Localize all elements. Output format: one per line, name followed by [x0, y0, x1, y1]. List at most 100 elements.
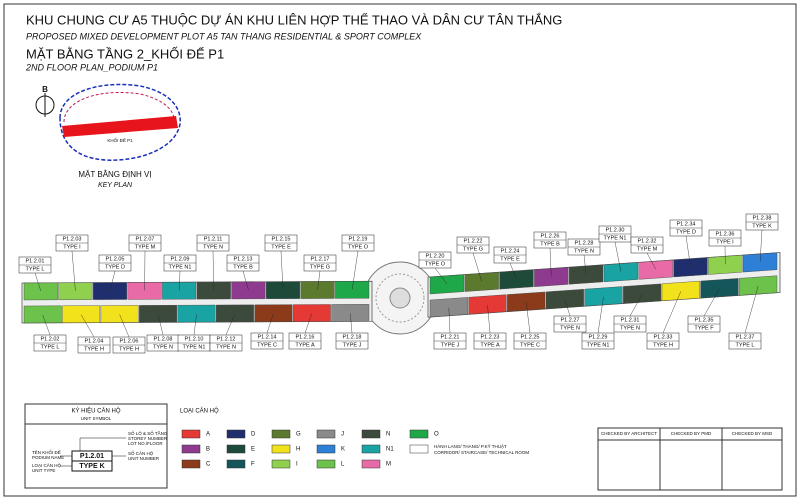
symbol-legend-title: KÝ HIỆU CĂN HỘ — [71, 407, 120, 415]
unit-block — [92, 282, 128, 300]
podium-en: PODIUM NAME — [32, 455, 64, 460]
unit-id: P1.2.22 — [464, 238, 483, 244]
unit-type: TYPE L — [26, 266, 45, 272]
plan-subtitle: 2ND FLOOR PLAN_PODIUM P1 — [25, 62, 158, 72]
leader-line — [157, 314, 164, 336]
leader-line — [80, 314, 95, 338]
unit-id: P1.2.16 — [296, 334, 315, 340]
leader-line — [662, 291, 682, 334]
legend-code: F — [251, 462, 255, 468]
legend-code: K — [341, 447, 345, 453]
unit-block — [603, 262, 638, 283]
unit-block — [300, 281, 335, 299]
unit-type: TYPE N — [574, 248, 594, 254]
podium-vn: TÊN KHỐI ĐẾ — [32, 448, 61, 455]
unit-type: TYPE N — [153, 344, 173, 350]
north-label: B — [42, 85, 48, 94]
unit-block — [231, 281, 266, 300]
unit-block — [139, 305, 177, 323]
unit-type: TYPE H — [653, 342, 673, 348]
unit-id: P1.2.02 — [41, 336, 60, 342]
leader-line — [225, 313, 236, 336]
leader-line — [280, 250, 284, 290]
leader — [79, 437, 126, 451]
unit-block — [661, 280, 700, 301]
unit-type: TYPE G — [310, 264, 330, 270]
unit-block — [468, 294, 507, 315]
unit-id: P1.2.13 — [234, 256, 253, 262]
unit-block — [623, 283, 662, 304]
leader-line — [525, 302, 531, 334]
unit-id: P1.2.08 — [154, 336, 173, 342]
legend-swatch — [361, 444, 381, 454]
unit-type: TYPE L — [41, 344, 60, 350]
lot-en2: LOT NO./FLOOR — [128, 441, 163, 446]
unit-block — [429, 274, 464, 295]
unit-type: TYPE E — [271, 244, 291, 250]
plaza-ring — [375, 273, 425, 323]
unit-id: P1.2.11 — [204, 236, 223, 242]
symbol-legend: KÝ HIỆU CĂN HỘ UNIT SYMBOL P1.2.01 TYPE … — [24, 403, 168, 489]
unit-id: P1.2.26 — [541, 233, 560, 239]
leader-line — [71, 250, 76, 291]
unit-id: P1.2.28 — [575, 240, 594, 246]
legend-code: D — [251, 432, 256, 438]
site-line — [63, 91, 175, 125]
legend-swatch — [271, 444, 291, 454]
legend-code: G — [296, 432, 301, 438]
leader-line — [487, 304, 491, 334]
unit-block — [216, 304, 254, 323]
leader-line — [597, 296, 604, 334]
unit-block — [638, 259, 673, 280]
leader-line — [179, 270, 181, 291]
leader-line — [352, 250, 359, 290]
unit-id: P1.2.34 — [677, 221, 696, 227]
leader-line — [34, 272, 41, 291]
unit-id: P1.2.19 — [349, 236, 368, 242]
legend-swatch — [361, 459, 381, 469]
check-label: CHECKED BY ARCHITECT — [601, 431, 657, 436]
unit-type: TYPE I — [63, 244, 81, 250]
unit-id: P1.2.12 — [217, 336, 236, 342]
unit-id: P1.2.36 — [716, 231, 735, 237]
unit-id: P1.2.05 — [106, 256, 125, 262]
unit-type: TYPE D — [676, 229, 696, 235]
unit-block — [177, 304, 216, 323]
unit-type: TYPE N — [620, 325, 640, 331]
unit-type: TYPE K — [752, 223, 772, 229]
unit-block — [464, 271, 499, 292]
unit-block — [569, 264, 604, 285]
site-boundary — [59, 83, 181, 161]
leader-line — [434, 267, 448, 284]
leader-line — [304, 313, 313, 334]
unit-block — [266, 281, 300, 299]
unit-block — [708, 254, 743, 275]
unit-id: P1.2.17 — [311, 256, 330, 262]
check-label: CHECKED BY MSD — [732, 431, 773, 436]
leader-line — [266, 313, 274, 334]
unit-block — [292, 304, 331, 322]
legend-swatch — [181, 459, 201, 469]
leader-line — [242, 270, 249, 290]
unit-legend: A B C D E F G H I J K L N N1 M O HÀNH LANG/ THANG/ P.KỸ … — [181, 429, 529, 469]
legend-code: J — [341, 432, 344, 438]
unit-block — [23, 305, 62, 324]
leader-line — [350, 313, 353, 334]
legend-code: H — [296, 447, 300, 453]
sample-type: TYPE K — [79, 463, 104, 470]
legend-code: O — [434, 432, 439, 438]
podium-block — [62, 116, 178, 137]
unit-type: TYPE I — [716, 239, 734, 245]
unit-block — [58, 282, 93, 301]
unit-legend-title: LOẠI CĂN HỘ — [180, 408, 219, 415]
unit-type: TYPE O — [425, 261, 446, 267]
legend-code: A — [206, 432, 210, 438]
key-plan: B KHỐI ĐẾ P1 MẶT BẰNG ĐỊNH VỊ KEY PLAN — [35, 83, 181, 189]
unit-id: P1.2.29 — [589, 334, 608, 340]
unit-block — [335, 281, 370, 299]
type-vn: LOẠI CĂN HỘ — [32, 462, 62, 468]
title-block-box — [597, 427, 783, 491]
leader-line — [583, 254, 587, 275]
legend-swatch — [316, 429, 336, 439]
